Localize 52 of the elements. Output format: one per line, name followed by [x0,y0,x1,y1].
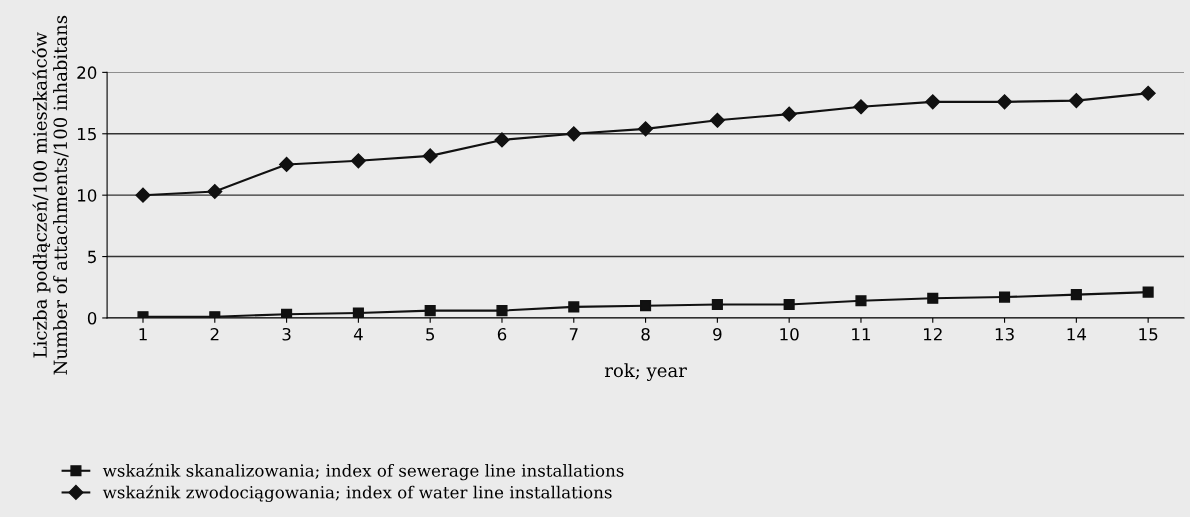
y-tick-label: 0 [87,311,97,325]
point [781,106,797,122]
y-tick-label: 10 [78,189,97,202]
point [350,153,366,169]
x-tick-label: 6 [497,327,507,341]
y-tick-label: 15 [78,127,96,141]
x-tick-label: 10 [780,327,799,341]
point [999,291,1011,303]
point [279,156,295,173]
x-tick-label: 12 [923,327,942,341]
point [281,308,293,318]
point [424,305,436,317]
point [925,94,941,110]
y-axis-title: Liczba podłączeń/100 mieszkańców Number of attachments/100 inhabitans [32,15,69,375]
point [783,298,795,311]
x-tick-label: 5 [426,328,435,341]
legend-label: wskaźnik zwodociągowania; index of water line installations [102,485,612,502]
point [1070,289,1082,301]
x-tick-label: 13 [995,327,1014,341]
point [135,187,151,203]
point [568,301,580,313]
point [996,94,1013,110]
x-tick-label: 7 [569,328,578,341]
point [1068,93,1084,109]
x-tick-label: 8 [641,327,650,341]
point [494,132,510,148]
point [640,300,652,312]
y-tick-label: 5 [88,250,96,264]
point [1142,286,1154,298]
x-tick-label: 2 [210,327,219,341]
y-tick-label: 20 [77,66,97,79]
point [927,292,939,304]
point [709,112,725,128]
point [352,307,364,318]
x-tick-label: 1 [139,328,147,341]
x-axis-title: rok; year [604,363,687,381]
point [422,148,438,164]
legend-label: wskaźnik skanalizowania; index of sewerage line installations [102,463,624,481]
point [496,305,508,317]
x-tick-label: 15 [1139,328,1158,341]
point [566,126,582,142]
point [638,121,654,137]
point [853,99,869,115]
point [855,295,867,307]
x-tick-label: 11 [852,328,871,341]
point [1140,85,1156,101]
point [207,183,223,200]
x-tick-label: 3 [282,327,291,341]
x-tick-label: 4 [353,328,363,341]
x-tick-label: 14 [1067,328,1087,341]
x-tick-label: 9 [713,327,722,341]
point [711,298,723,311]
